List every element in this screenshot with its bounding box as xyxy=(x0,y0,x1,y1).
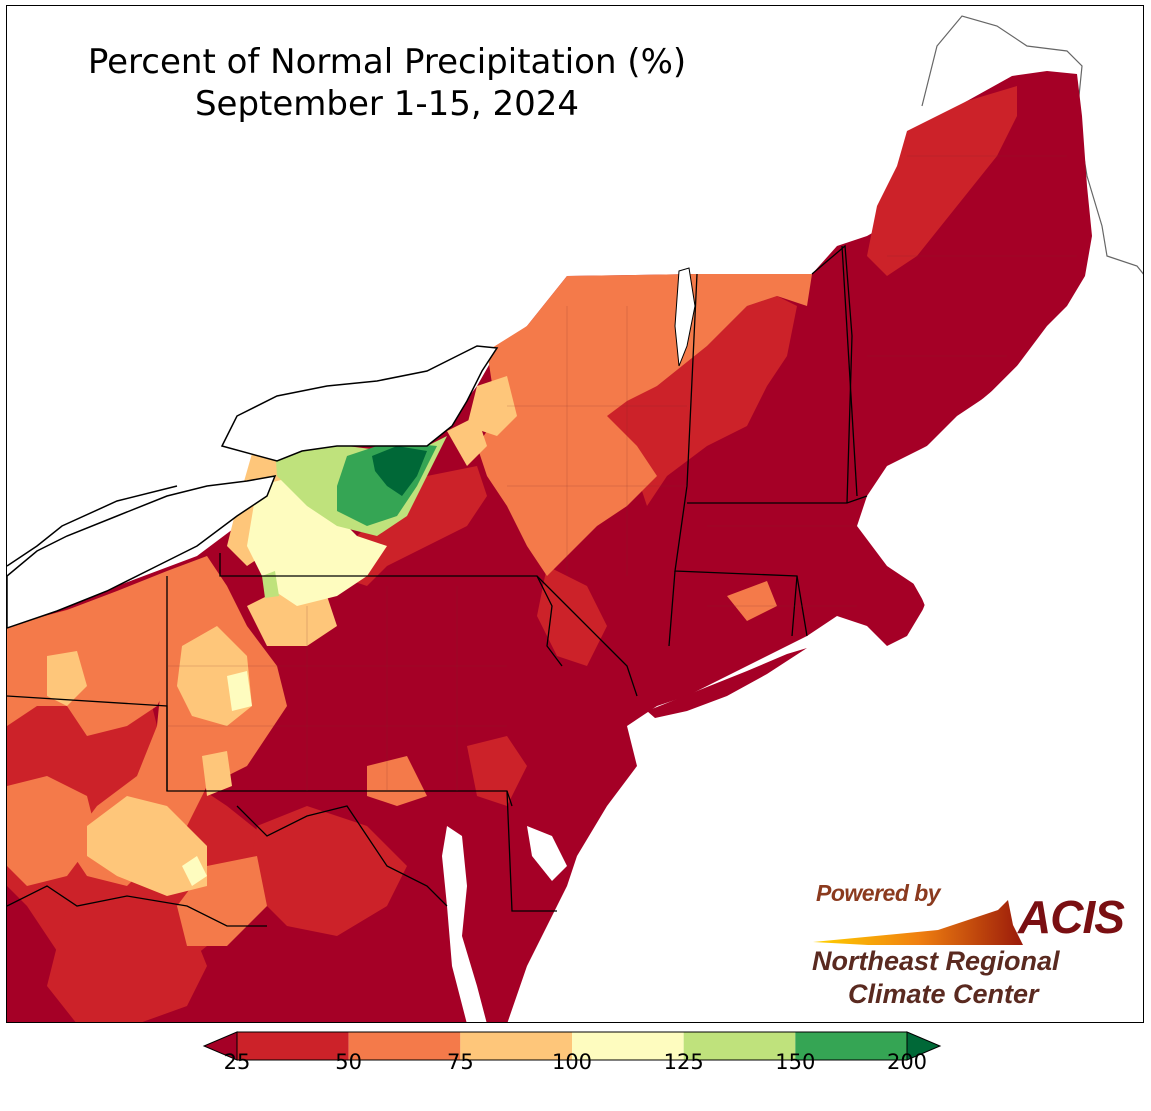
acis-logo: Powered by ACIS Northeast Regional Clima… xyxy=(808,880,1128,1010)
county-lines xyxy=(167,155,1077,791)
colorbar-bins xyxy=(202,1031,942,1061)
colorbar-tick-label: 150 xyxy=(775,1050,816,1074)
precipitation-map xyxy=(7,15,1143,1022)
zone-25-50-ne xyxy=(867,86,1017,276)
colorbar xyxy=(202,1031,942,1061)
canada-shore xyxy=(7,485,178,567)
lake-ontario xyxy=(220,345,499,462)
colorbar-bin xyxy=(572,1032,684,1060)
zone-50-75-sw xyxy=(7,776,97,886)
zone-75-100-d xyxy=(47,651,87,706)
zone-25-50-vt xyxy=(597,296,797,506)
chesapeake-bay xyxy=(442,826,487,1022)
zone-25-50-va xyxy=(47,896,207,1022)
zone-75-100-e xyxy=(202,751,232,796)
zone-25-50-pa-e xyxy=(467,736,527,806)
colorbar-tick-label: 100 xyxy=(551,1050,593,1074)
canada-outline xyxy=(921,15,1143,275)
atlantic-ocean xyxy=(512,286,1143,1022)
state-borders xyxy=(7,244,868,927)
colorbar-outline xyxy=(236,1031,908,1061)
zone-200-plus xyxy=(372,446,427,496)
zone-100-125 xyxy=(247,476,387,606)
colorbar-bin xyxy=(237,1032,349,1060)
colorbar-bin xyxy=(683,1032,796,1060)
zone-50-75-ny xyxy=(477,274,812,576)
colorbar-tick-label: 200 xyxy=(886,1050,928,1074)
acis-wordmark: ACIS xyxy=(1018,891,1125,943)
colorbar-tick-label: 25 xyxy=(223,1050,251,1074)
map-frame: Percent of Normal Precipitation (%) Sept… xyxy=(6,5,1144,1023)
acis-swoosh-icon xyxy=(813,900,1023,945)
colorbar-bin xyxy=(460,1032,572,1060)
long-island xyxy=(647,648,807,718)
zone-25-50-ct xyxy=(727,581,777,621)
zone-50-75-pa-c xyxy=(367,756,427,806)
delaware-bay xyxy=(527,826,567,881)
map-subtitle: September 1-15, 2024 xyxy=(194,84,580,124)
colorbar-tick-label: 125 xyxy=(663,1050,704,1074)
zone-25-50-md xyxy=(247,806,407,936)
zone-75-100-f xyxy=(467,376,517,436)
colorbar-tick-label: 75 xyxy=(446,1050,474,1074)
colorbar-bin xyxy=(348,1032,461,1060)
zone-100-125-c xyxy=(182,856,207,886)
zone-25-50-nj xyxy=(537,566,607,666)
zone-75-100-h xyxy=(447,416,487,466)
org-name-line1: Northeast Regional xyxy=(812,946,1060,976)
lake-erie xyxy=(7,475,277,629)
map-title: Percent of Normal Precipitation (%) xyxy=(87,42,687,82)
zone-125-150-b xyxy=(262,571,279,598)
colorbar-tick-label: 50 xyxy=(335,1050,363,1074)
lake-champlain xyxy=(674,267,696,367)
org-name-line2: Climate Center xyxy=(848,979,1039,1009)
zone-75-100-c xyxy=(87,796,207,896)
zone-100-125-b xyxy=(227,671,252,711)
colorbar-bin xyxy=(795,1032,907,1060)
powered-by-text: Powered by xyxy=(816,880,941,906)
